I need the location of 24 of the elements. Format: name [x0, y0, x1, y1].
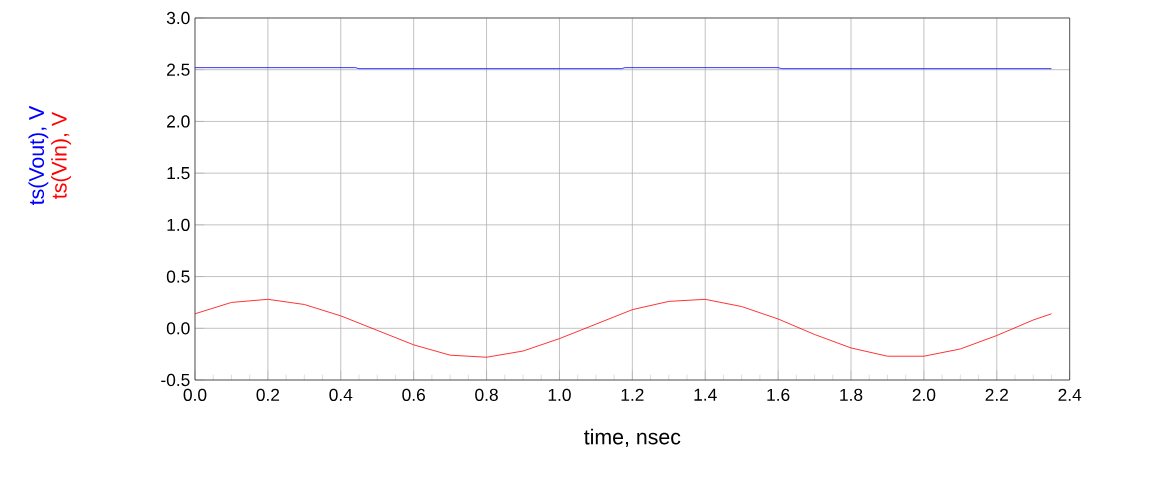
x-tick-label: 1.0: [548, 388, 571, 401]
text: ts(Vout), V: [28, 105, 49, 206]
x-tick-label: 2.0: [912, 388, 936, 401]
y-tick-label: 2.0: [167, 115, 190, 128]
x-tick-label: 0.4: [329, 388, 353, 401]
x-tick-label: 2.2: [985, 388, 1008, 401]
y-tick-label: 0.5: [166, 270, 190, 283]
y-tick-label: 1.5: [167, 167, 190, 180]
y-tick-label: 0.0: [166, 322, 190, 335]
y-tick-label: 3.0: [166, 11, 190, 25]
x-axis-title: time, nsec: [584, 428, 681, 447]
x-tick-label: 1.4: [694, 388, 717, 401]
y-tick-label: 2.5: [167, 63, 190, 76]
text: ts(Vin), V: [51, 112, 71, 199]
y-tick-label: -0.5: [161, 373, 190, 387]
x-tick-label: 1.8: [840, 388, 863, 401]
x-tick-label: 1.2: [621, 388, 644, 401]
x-tick-label: 0.8: [475, 388, 498, 401]
x-tick-label: 0.0: [183, 388, 207, 401]
x-tick-label: 0.6: [402, 388, 425, 401]
y-tick-label: 1.0: [167, 218, 190, 231]
x-tick-label: 1.6: [767, 388, 790, 401]
x-tick-label: 2.4: [1058, 388, 1082, 401]
x-tick-label: 0.2: [256, 388, 280, 401]
